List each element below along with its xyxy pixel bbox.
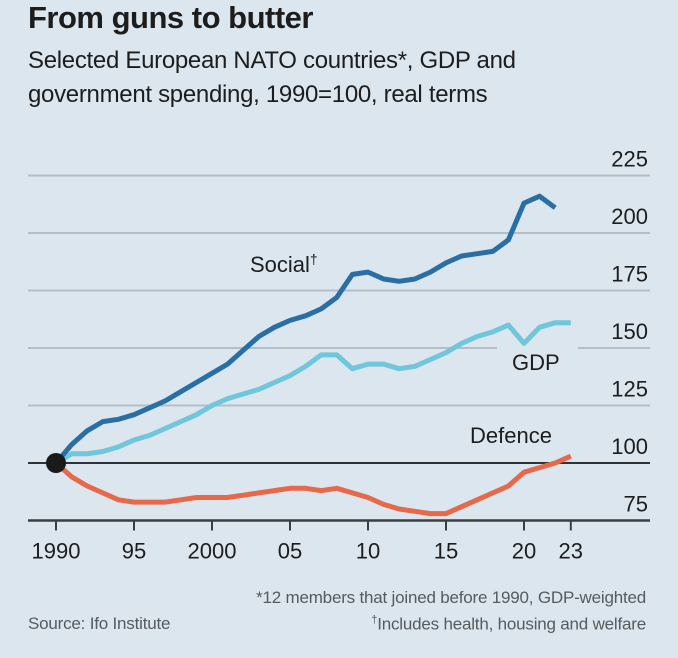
footnote-social-text: Includes health, housing and welfare xyxy=(377,614,646,634)
x-tick-label: 23 xyxy=(559,539,583,564)
dagger-mark: † xyxy=(371,614,378,626)
series-line-defence xyxy=(54,453,572,517)
x-tick-label: 95 xyxy=(122,539,146,564)
chart-title: From guns to butter xyxy=(28,0,313,35)
y-tick-label: 75 xyxy=(624,492,648,517)
footnote-members: *12 members that joined before 1990, GDP… xyxy=(256,588,646,607)
x-axis: 1990 95 2000 05 10 15 20 23 xyxy=(32,520,583,564)
gridlines xyxy=(28,174,650,522)
line-chart: 225 200 175 150 125 100 75 1990 95 2000 05 10 15 20 2… xyxy=(28,147,650,564)
x-tick-label: 20 xyxy=(512,539,536,564)
series-label-gdp: GDP xyxy=(512,350,560,375)
x-tick-label: 10 xyxy=(356,539,380,564)
x-tick-label: 15 xyxy=(434,539,458,564)
y-axis-labels: 225 200 175 150 125 100 75 xyxy=(611,147,648,517)
y-tick-label: 150 xyxy=(611,319,648,344)
series-labels: Social† GDP Defence xyxy=(250,251,560,448)
chart-subtitle: Selected European NATO countries*, GDP a… xyxy=(28,47,516,108)
footnote-social: †Includes health, housing and welfare xyxy=(371,614,646,635)
y-tick-label: 175 xyxy=(611,262,648,287)
series-line-gdp xyxy=(54,320,571,466)
y-tick-label: 200 xyxy=(611,204,648,229)
series-label-defence: Defence xyxy=(470,423,552,448)
y-tick-label: 225 xyxy=(611,147,648,172)
series-lines xyxy=(46,193,572,517)
source-note: Source: Ifo Institute xyxy=(28,614,171,633)
series-line-social xyxy=(54,193,557,465)
x-tick-label: 05 xyxy=(278,539,302,564)
origin-marker xyxy=(46,453,66,473)
y-tick-label: 100 xyxy=(611,434,648,459)
y-tick-label: 125 xyxy=(611,377,648,402)
series-label-social: Social† xyxy=(250,251,318,277)
x-tick-label: 1990 xyxy=(32,539,81,564)
x-tick-label: 2000 xyxy=(188,539,237,564)
dagger-mark: † xyxy=(310,251,318,267)
